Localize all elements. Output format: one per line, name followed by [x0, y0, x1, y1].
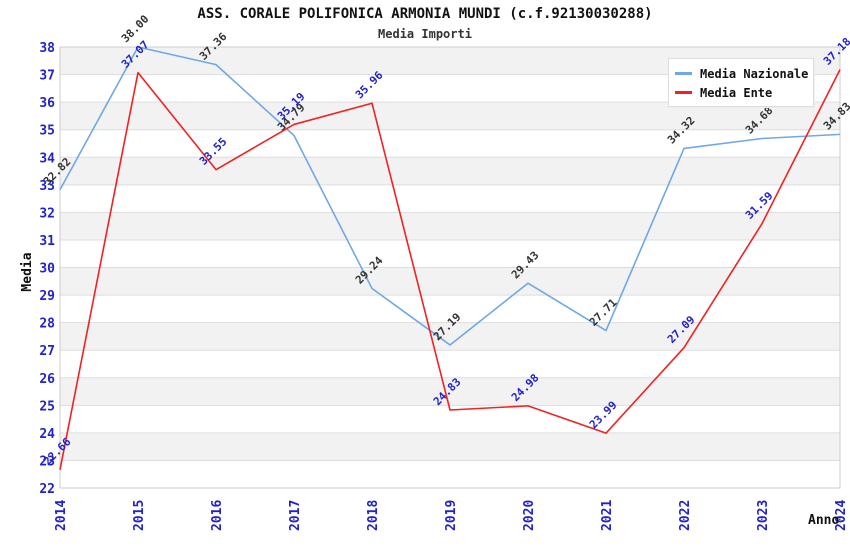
y-tick-label: 23: [39, 454, 55, 469]
y-tick-label: 36: [39, 96, 55, 111]
series-line-media-nazionale: [59, 46, 841, 346]
y-tick-label: 25: [39, 399, 55, 414]
chart-title: ASS. CORALE POLIFONICA ARMONIA MUNDI (c.…: [197, 6, 653, 22]
y-tick-label: 22: [39, 482, 55, 497]
y-tick-label: 24: [39, 427, 55, 442]
y-tick-label: 34: [39, 151, 55, 166]
chart-subtitle: Media Importi: [378, 27, 472, 41]
series-line-media-ente: [59, 69, 841, 470]
x-tick-label: 2020: [522, 500, 537, 531]
legend: Media Nazionale Media Ente: [668, 58, 814, 107]
y-tick-label: 35: [39, 124, 55, 139]
y-tick-label: 37: [39, 69, 55, 84]
grid-band: [60, 212, 840, 240]
x-tick-label: 2014: [54, 500, 69, 531]
y-tick-label: 31: [39, 234, 55, 249]
x-tick-label: 2018: [366, 500, 381, 531]
plot-border: [59, 46, 841, 489]
legend-swatch-ente-icon: [675, 91, 692, 94]
y-tick-label: 30: [39, 262, 55, 277]
y-axis-title: Media: [20, 252, 35, 291]
x-tick-label: 2016: [210, 500, 225, 531]
x-tick-label: 2023: [756, 500, 771, 531]
x-axis-title: Anno: [808, 513, 839, 528]
y-tick-label: 32: [39, 206, 55, 221]
x-tick-label: 2022: [678, 500, 693, 531]
x-tick-label: 2015: [132, 500, 147, 531]
legend-swatch-nazionale-icon: [675, 72, 692, 75]
grid-band: [60, 157, 840, 185]
x-tick-label: 2017: [288, 500, 303, 531]
x-tick-label: 2024: [834, 500, 849, 531]
y-tick-label: 26: [39, 372, 55, 387]
y-tick-label: 29: [39, 289, 55, 304]
grid-band: [60, 267, 840, 296]
legend-label: Media Nazionale: [700, 66, 809, 81]
y-tick-label: 38: [39, 41, 55, 56]
x-tick-label: 2021: [600, 500, 615, 531]
y-tick-label: 28: [39, 317, 55, 332]
data-label-media-nazionale: 38.00: [119, 13, 152, 46]
legend-label: Media Ente: [700, 85, 773, 100]
x-tick-label: 2019: [444, 500, 459, 531]
legend-item-media-ente: Media Ente: [675, 83, 807, 102]
grid-band: [60, 432, 840, 461]
legend-item-media-nazionale: Media Nazionale: [675, 64, 809, 83]
grid-band: [60, 377, 840, 406]
y-tick-label: 27: [39, 344, 55, 359]
y-tick-label: 33: [39, 179, 55, 194]
